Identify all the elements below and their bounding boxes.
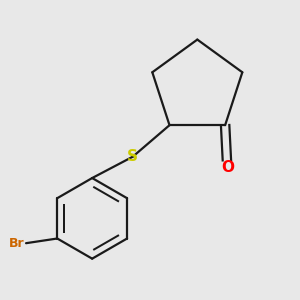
Text: O: O	[221, 160, 234, 175]
Text: Br: Br	[9, 237, 24, 250]
Text: S: S	[127, 149, 138, 164]
